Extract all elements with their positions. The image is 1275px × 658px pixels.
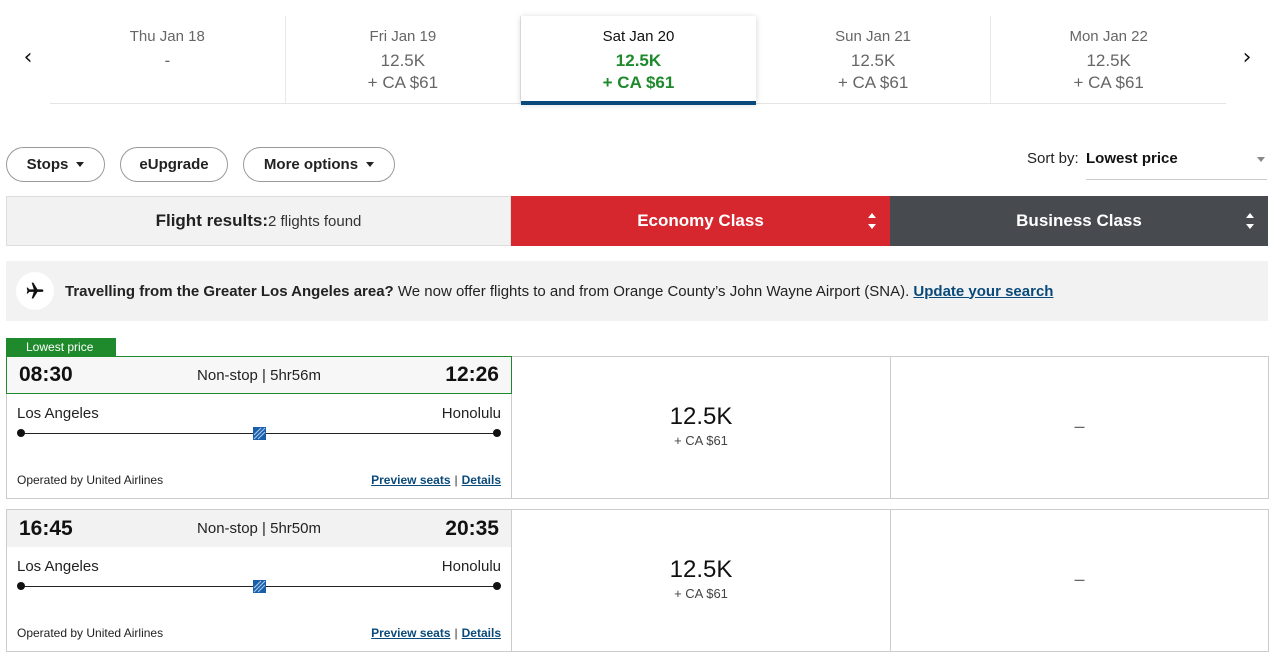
destination-dot <box>493 582 501 590</box>
date-price: 12.5K <box>380 51 426 70</box>
city-row: Los Angeles Honolulu <box>17 558 501 575</box>
stops-filter-label: Stops <box>26 156 69 173</box>
flight-links: Preview seats | Details <box>371 626 501 640</box>
preview-seats-link[interactable]: Preview seats <box>371 473 451 487</box>
sort-updown-icon <box>1246 213 1254 229</box>
business-class-label: Business Class <box>1016 211 1142 230</box>
departure-time: 16:45 <box>19 516 73 540</box>
fare-miles: 12.5K <box>669 556 733 583</box>
destination-dot <box>493 429 501 437</box>
origin-city: Los Angeles <box>17 558 99 575</box>
date-fee: + CA $61 <box>602 73 675 92</box>
date-tab[interactable]: Thu Jan 18 - <box>50 16 286 103</box>
banner-body-text: We now offer flights to and from Orange … <box>393 282 914 300</box>
origin-city: Los Angeles <box>17 405 99 422</box>
results-count: 2 flights found <box>268 212 362 230</box>
arrival-time: 20:35 <box>445 516 499 540</box>
fare-fee: + CA $61 <box>674 433 728 448</box>
caret-down-icon <box>1257 157 1265 162</box>
flight-info: 16:45 Non-stop | 5hr50m 20:35 Los Angele… <box>7 510 512 651</box>
caret-down-icon <box>366 162 375 167</box>
date-fee: + CA $61 <box>367 73 439 92</box>
flight-time-row: 08:30 Non-stop | 5hr56m 12:26 <box>6 356 512 394</box>
date-price: 12.5K <box>1086 51 1131 70</box>
more-options-label: More options <box>263 156 359 173</box>
origin-dot <box>17 429 25 437</box>
flight-card: 08:30 Non-stop | 5hr56m 12:26 Los Angele… <box>6 356 1269 499</box>
date-label: Sun Jan 21 <box>835 28 912 45</box>
flight-summary: Non-stop | 5hr56m <box>197 366 321 384</box>
eupgrade-filter-button[interactable]: eUpgrade <box>120 147 228 182</box>
eupgrade-filter-label: eUpgrade <box>139 156 209 173</box>
flight-summary: Non-stop | 5hr50m <box>197 520 321 537</box>
destination-city: Honolulu <box>441 405 501 422</box>
preview-seats-link[interactable]: Preview seats <box>371 626 451 640</box>
flight-results-summary: Flight results: 2 flights found <box>6 196 511 246</box>
caret-down-icon <box>76 162 85 167</box>
flight-info: 08:30 Non-stop | 5hr56m 12:26 Los Angele… <box>6 356 512 498</box>
fare-fee: + CA $61 <box>674 586 728 601</box>
economy-class-label: Economy Class <box>637 211 764 230</box>
sort-updown-icon <box>868 213 876 229</box>
date-fee: + CA $61 <box>1073 73 1144 92</box>
next-dates-arrow-icon[interactable]: › <box>1242 45 1252 70</box>
details-link[interactable]: Details <box>461 626 501 640</box>
fare-miles: 12.5K <box>669 403 733 430</box>
economy-class-column[interactable]: Economy Class <box>511 196 890 246</box>
economy-fare-cell[interactable]: 12.5K + CA $61 <box>512 510 891 651</box>
update-search-link[interactable]: Update your search <box>913 282 1054 300</box>
date-label: Sat Jan 20 <box>602 28 675 45</box>
results-label: Flight results: <box>155 211 268 230</box>
date-fee <box>50 73 285 95</box>
flight-card: 16:45 Non-stop | 5hr50m 20:35 Los Angele… <box>6 509 1269 652</box>
link-separator: | <box>454 626 458 640</box>
details-link[interactable]: Details <box>461 473 501 487</box>
arrival-time: 12:26 <box>445 363 499 386</box>
more-options-button[interactable]: More options <box>243 147 395 182</box>
date-price: 12.5K <box>850 51 896 70</box>
date-strip: ‹ Thu Jan 18 - Fri Jan 19 12.5K + CA $61… <box>0 0 1275 112</box>
date-price: - <box>164 51 171 70</box>
route-line <box>17 427 501 440</box>
date-label: Mon Jan 22 <box>1069 28 1148 45</box>
origin-dot <box>17 582 25 590</box>
plane-icon <box>16 272 54 310</box>
class-header: Flight results: 2 flights found Economy … <box>6 196 1268 246</box>
sort-select[interactable]: Lowest price <box>1086 150 1267 180</box>
flight-links: Preview seats | Details <box>371 473 501 487</box>
date-list: Thu Jan 18 - Fri Jan 19 12.5K + CA $61 S… <box>50 16 1226 105</box>
business-fare-cell: – <box>1074 569 1085 589</box>
airline-logo-icon <box>253 580 266 593</box>
date-tab[interactable]: Fri Jan 19 12.5K + CA $61 <box>286 16 522 103</box>
date-tab[interactable]: Sun Jan 21 12.5K + CA $61 <box>756 16 992 103</box>
info-banner: Travelling from the Greater Los Angeles … <box>6 261 1268 321</box>
link-separator: | <box>454 473 458 487</box>
date-label: Thu Jan 18 <box>129 28 205 45</box>
sort-value: Lowest price <box>1086 150 1178 167</box>
economy-fare-cell[interactable]: 12.5K + CA $61 <box>512 357 891 498</box>
date-tab[interactable]: Mon Jan 22 12.5K + CA $61 <box>991 16 1226 103</box>
date-price: 12.5K <box>615 51 662 70</box>
date-label: Fri Jan 19 <box>369 28 437 45</box>
operator-text: Operated by United Airlines <box>17 473 164 487</box>
airline-logo-icon <box>253 427 266 440</box>
departure-time: 08:30 <box>19 363 73 386</box>
sort-label: Sort by: <box>1027 150 1079 167</box>
banner-message: Travelling from the Greater Los Angeles … <box>65 283 1053 300</box>
flight-time-row: 16:45 Non-stop | 5hr50m 20:35 <box>7 510 511 547</box>
date-tab-selected[interactable]: Sat Jan 20 12.5K + CA $61 <box>521 16 756 105</box>
lowest-price-badge: Lowest price <box>6 338 116 356</box>
operator-text: Operated by United Airlines <box>17 626 164 640</box>
business-class-column[interactable]: Business Class <box>890 196 1268 246</box>
destination-city: Honolulu <box>441 558 501 575</box>
route-line <box>17 580 501 593</box>
business-fare-cell: – <box>1074 416 1085 436</box>
banner-bold-text: Travelling from the Greater Los Angeles … <box>65 282 394 300</box>
city-row: Los Angeles Honolulu <box>17 405 501 422</box>
stops-filter-button[interactable]: Stops <box>6 147 105 182</box>
prev-dates-arrow-icon[interactable]: ‹ <box>23 45 33 70</box>
date-fee: + CA $61 <box>837 73 909 92</box>
